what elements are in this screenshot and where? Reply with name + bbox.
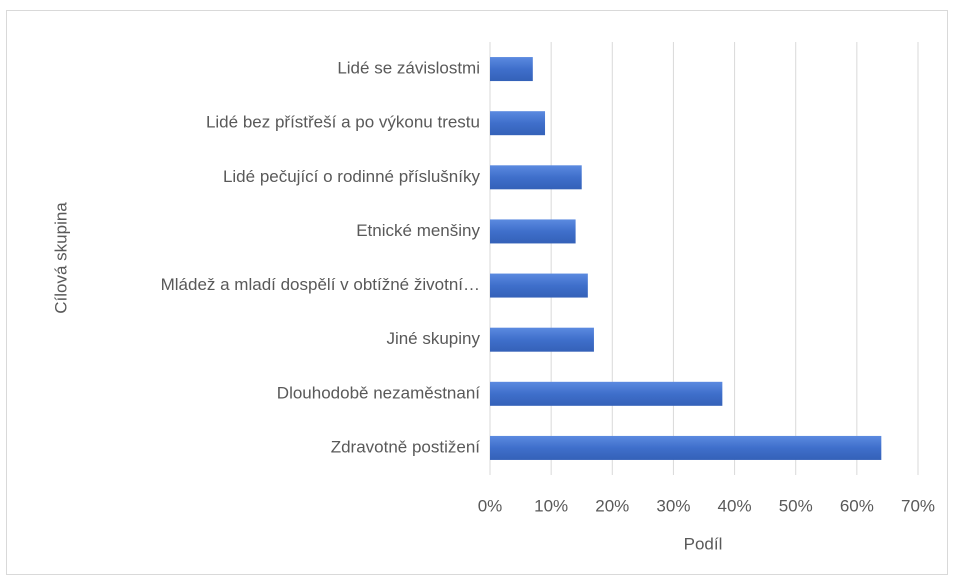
y-tick-label: Lidé pečující o rodinné příslušníky [223,167,481,186]
bar [490,381,723,406]
x-tick-label: 50% [779,496,813,515]
x-tick-label: 40% [718,496,752,515]
bar [490,57,533,82]
x-tick-label: 70% [901,496,935,515]
bar [490,219,576,244]
bar [490,327,594,352]
y-tick-label: Lidé se závislostmi [337,59,480,78]
y-tick-label: Lidé bez přístřeší a po výkonu trestu [206,113,480,132]
y-axis-label: Cílová skupina [51,202,70,314]
x-tick-label: 60% [840,496,874,515]
bar [490,165,582,190]
chart-border [6,10,948,575]
bar [490,111,546,136]
y-tick-label: Zdravotně postižení [331,437,481,456]
x-tick-label: 10% [534,496,568,515]
y-tick-label: Dlouhodobě nezaměstnaní [277,383,480,402]
y-tick-label: Etnické menšiny [356,221,480,240]
bar [490,435,882,460]
x-tick-label: 0% [478,496,503,515]
y-tick-label: Mládež a mladí dospělí v obtížné životní… [161,275,480,294]
y-tick-label: Jiné skupiny [386,329,480,348]
x-tick-label: 20% [595,496,629,515]
bar [490,273,588,298]
x-tick-label: 30% [656,496,690,515]
x-axis-label: Podíl [684,534,723,553]
